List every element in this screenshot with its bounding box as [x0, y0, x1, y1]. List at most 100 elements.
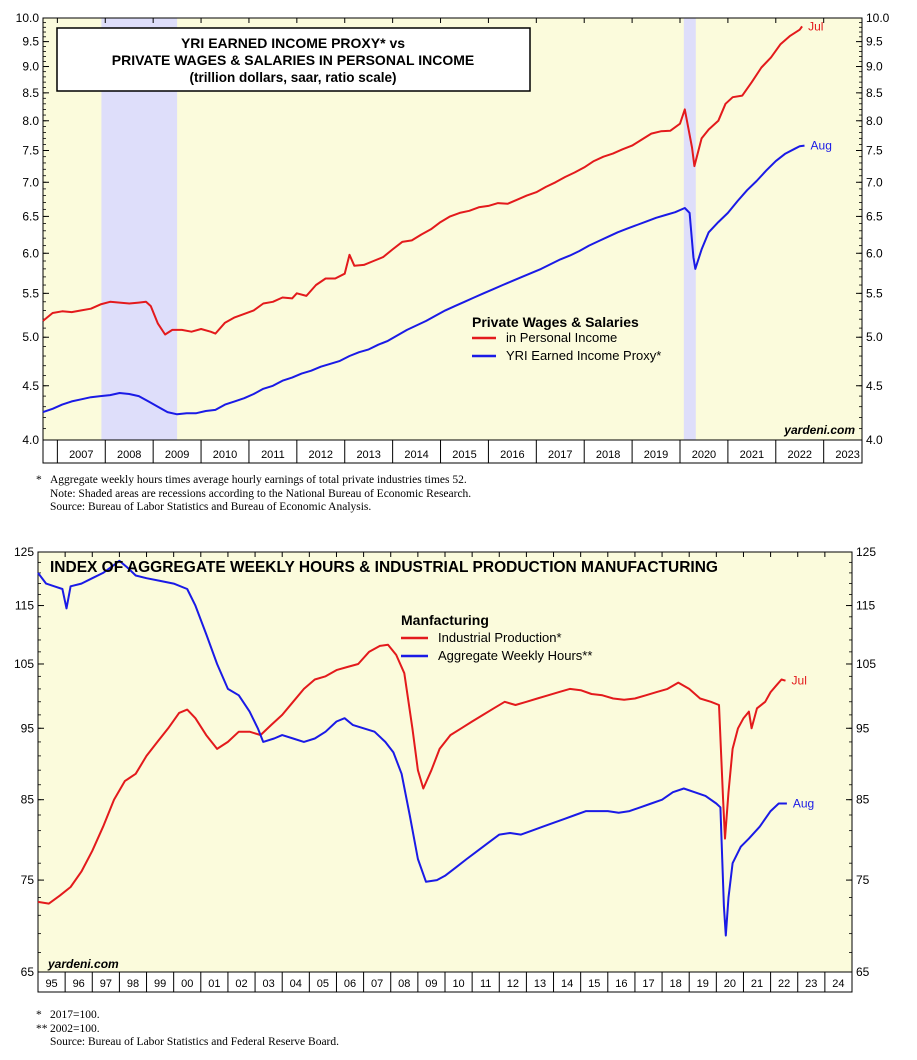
y-tick-label-left: 7.0	[22, 175, 39, 189]
y-tick-label-left: 8.5	[22, 86, 39, 100]
y-tick-label-right: 8.5	[866, 86, 883, 100]
y-tick-label-right: 7.5	[866, 143, 883, 157]
footnote-source: Source: Bureau of Labor Statistics and B…	[50, 501, 372, 513]
y-tick-label-left: 125	[14, 545, 34, 559]
x-tick-label: 08	[398, 978, 410, 990]
x-tick-label: 2016	[500, 449, 524, 461]
y-tick-label-left: 105	[14, 657, 34, 671]
y-tick-label-right: 4.5	[866, 379, 883, 393]
y-tick-label-right: 6.0	[866, 246, 883, 260]
x-tick-label: 19	[697, 978, 709, 990]
x-tick-label: 97	[100, 978, 112, 990]
watermark: yardeni.com	[47, 957, 119, 971]
plot-frame	[42, 17, 863, 464]
x-tick-label: 22	[778, 978, 790, 990]
footnote-source: Source: Bureau of Labor Statistics and F…	[50, 1036, 340, 1048]
x-tick-label: 02	[235, 978, 247, 990]
x-tick-label: 2010	[213, 449, 237, 461]
x-tick-label: 07	[371, 978, 383, 990]
y-tick-label-right: 125	[856, 545, 876, 559]
y-tick-label-left: 115	[15, 599, 34, 613]
x-tick-label: 10	[452, 978, 464, 990]
y-tick-label-right: 95	[856, 721, 870, 735]
footnote-text: 2017=100.	[50, 1009, 100, 1021]
chart-title: INDEX OF AGGREGATE WEEKLY HOURS & INDUST…	[50, 559, 718, 576]
x-tick-label: 13	[534, 978, 546, 990]
series-end-label: Aug	[793, 796, 814, 810]
chart-income-proxy: 4.0 4.0 4.5 4.5 5.0 5.0 5.5 5.5 6.0 6.0 6.5 6.5 7.0 7…	[16, 11, 890, 464]
footnote-note: Note: Shaded areas are recessions accord…	[50, 487, 472, 500]
x-tick-label: 98	[127, 978, 139, 990]
x-tick-label: 2022	[787, 449, 811, 461]
y-tick-label-left: 85	[21, 793, 35, 807]
x-tick-label: 2017	[548, 449, 572, 461]
y-tick-label-right: 7.0	[866, 175, 883, 189]
x-tick-label: 21	[751, 978, 763, 990]
y-tick-label-left: 95	[21, 721, 35, 735]
footnote-row: * 2017=100.	[36, 1009, 339, 1023]
footnote-row: * Aggregate weekly hours times average ho…	[36, 474, 471, 488]
recession-band	[683, 18, 696, 440]
x-tick-label: 2019	[644, 449, 668, 461]
y-tick-label-left: 7.5	[22, 143, 39, 157]
y-tick-label-left: 5.0	[22, 330, 39, 344]
y-tick-label-right: 105	[856, 657, 876, 671]
x-tick-label: 15	[588, 978, 600, 990]
y-tick-label-right: 115	[856, 599, 875, 613]
footnote-row: Source: Bureau of Labor Statistics and F…	[36, 1036, 339, 1050]
x-tick-label: 09	[425, 978, 437, 990]
footnotes-chart-1: * Aggregate weekly hours times average ho…	[36, 474, 471, 515]
footnote-row: ** 2002=100.	[36, 1023, 339, 1037]
y-tick-label-right: 6.5	[866, 209, 883, 223]
y-tick-label-right: 10.0	[866, 11, 890, 25]
footnote-mark: *	[36, 474, 42, 486]
x-tick-label: 2023	[835, 449, 859, 461]
chart-title-line: PRIVATE WAGES & SALARIES IN PERSONAL INC…	[112, 52, 474, 68]
y-tick-label-right: 75	[856, 873, 870, 887]
y-tick-label-left: 4.5	[22, 379, 39, 393]
y-tick-label-right: 9.5	[866, 35, 883, 49]
y-tick-label-left: 4.0	[22, 433, 39, 447]
y-tick-label-left: 6.5	[22, 209, 39, 223]
y-tick-label-right: 5.0	[866, 330, 883, 344]
x-tick-label: 17	[642, 978, 654, 990]
series-line	[37, 643, 786, 905]
x-tick-label: 14	[561, 978, 573, 990]
y-tick-label-right: 5.5	[866, 286, 883, 300]
legend-entry: Aggregate Weekly Hours**	[438, 648, 592, 663]
y-tick-label-right: 65	[856, 965, 870, 979]
x-tick-label: 96	[73, 978, 85, 990]
plot-background	[38, 552, 852, 972]
x-tick-label: 01	[208, 978, 220, 990]
footnote-text: Aggregate weekly hours times average hou…	[50, 474, 467, 486]
x-tick-label: 20	[724, 978, 736, 990]
x-tick-label: 03	[263, 978, 275, 990]
chart-title-line: YRI EARNED INCOME PROXY* vs	[181, 35, 405, 51]
plot-frame	[37, 551, 853, 993]
watermark: yardeni.com	[783, 423, 855, 437]
legend-heading: Private Wages & Salaries	[472, 314, 639, 330]
x-tick-label: 23	[805, 978, 817, 990]
y-tick-label-right: 4.0	[866, 433, 883, 447]
legend-entry: in Personal Income	[506, 330, 617, 345]
x-tick-label: 2009	[165, 449, 189, 461]
x-tick-label: 11	[480, 978, 491, 990]
y-tick-label-left: 8.0	[22, 114, 39, 128]
legend-entry: Industrial Production*	[438, 630, 562, 645]
y-tick-label-left: 9.5	[22, 35, 39, 49]
y-tick-label-left: 9.0	[22, 60, 39, 74]
footnote-row: Source: Bureau of Labor Statistics and B…	[36, 501, 471, 515]
x-tick-label: 16	[615, 978, 627, 990]
x-tick-label: 99	[154, 978, 166, 990]
y-tick-label-right: 9.0	[866, 60, 883, 74]
footnote-mark: *	[36, 1009, 42, 1021]
x-tick-label: 2008	[117, 449, 141, 461]
legend-entry: YRI Earned Income Proxy*	[506, 348, 661, 363]
footnotes-chart-2: * 2017=100. ** 2002=100. Source: Bureau of…	[36, 1009, 339, 1050]
footnote-mark: **	[36, 1022, 48, 1035]
series-end-label: Aug	[811, 139, 832, 153]
x-tick-label: 2021	[740, 449, 764, 461]
chart-hours-production: 65 65 75 75 85 85 95 95 105 105 115 115 125 125 95 96 97…	[14, 545, 876, 993]
x-tick-label: 2014	[404, 449, 428, 461]
x-tick-label: 04	[290, 978, 302, 990]
